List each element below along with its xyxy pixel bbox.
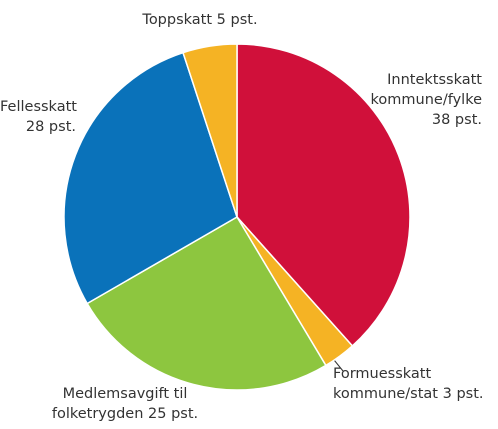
category-name: Inntektsskatt kommune/fylke	[370, 72, 482, 108]
value-label: 28 pst.	[25, 119, 76, 135]
category-name: Fellesskatt	[0, 99, 77, 115]
slice-label: Medlemsavgift til folketrygden 25 pst.	[40, 384, 210, 424]
value-label: 25 pst.	[148, 406, 199, 422]
slice-label: Fellesskatt 28 pst.	[0, 97, 77, 137]
category-name: Toppskatt	[142, 12, 213, 28]
pie-slice	[182, 43, 238, 218]
value-label: 3 pst.	[442, 386, 484, 402]
pie-slice	[86, 215, 327, 391]
pie-slice	[63, 51, 238, 305]
category-name: Medlemsavgift til folketrygden	[51, 386, 188, 422]
slice-label: Toppskatt 5 pst.	[100, 10, 300, 30]
pie-slice	[236, 43, 411, 347]
slice-label: Inntektsskatt kommune/fylke 38 pst.	[368, 70, 482, 130]
category-name: Formuesskatt kommune/stat	[333, 366, 438, 402]
slice-label: Formuesskatt kommune/stat 3 pst.	[333, 364, 498, 404]
value-label: 5 pst.	[216, 12, 258, 28]
value-label: 38 pst.	[431, 112, 482, 128]
